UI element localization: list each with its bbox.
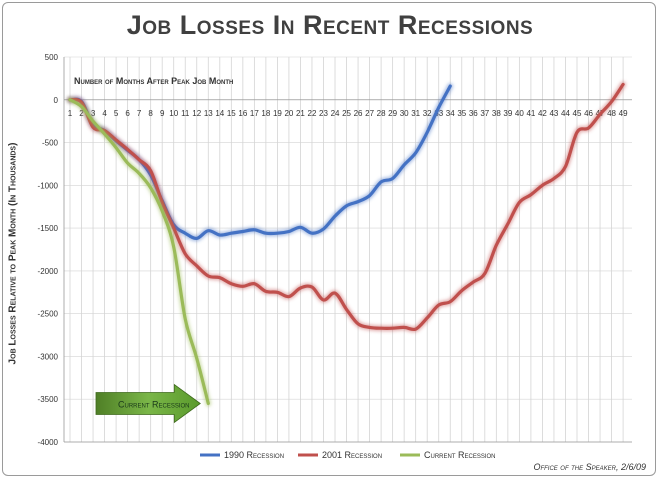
x-tick-label: 9	[160, 109, 165, 118]
y-tick-label: 500	[45, 53, 59, 62]
x-axis-label: Number of Months After Peak Job Month	[74, 76, 233, 86]
y-tick-label: -2000	[38, 267, 59, 276]
x-tick-label: 19	[273, 109, 282, 118]
y-tick-label: -1000	[38, 181, 59, 190]
x-tick-label: 3	[91, 109, 96, 118]
x-tick-label: 49	[619, 109, 628, 118]
x-tick-label: 24	[331, 109, 340, 118]
series-line-current-recession	[68, 98, 210, 406]
arrow-shape	[95, 383, 201, 424]
x-tick-label: 34	[446, 109, 455, 118]
x-tick-label: 15	[227, 109, 236, 118]
x-tick-label: 18	[261, 109, 270, 118]
x-tick-label: 43	[549, 109, 558, 118]
x-tick-label: 5	[114, 109, 119, 118]
x-tick-label: 27	[365, 109, 374, 118]
x-tick-label: 20	[284, 109, 293, 118]
y-tick-label: -3500	[38, 395, 59, 404]
x-tick-label: 42	[538, 109, 547, 118]
x-tick-label: 31	[411, 109, 420, 118]
series-lines	[67, 81, 627, 407]
series-line-2001-recession	[68, 82, 625, 332]
y-tick-label: 0	[54, 96, 59, 105]
x-tick-label: 46	[584, 109, 593, 118]
y-tick-label: -500	[42, 139, 59, 148]
x-tick-label: 23	[319, 109, 328, 118]
x-tick-label: 38	[492, 109, 501, 118]
x-tick-label: 11	[181, 109, 190, 118]
x-tick-label: 21	[296, 109, 305, 118]
x-tick-label: 2	[79, 109, 84, 118]
x-tick-label: 32	[423, 109, 432, 118]
y-tick-label: -2500	[38, 310, 59, 319]
x-tick-label: 28	[377, 109, 386, 118]
x-tick-label: 35	[457, 109, 466, 118]
x-tick-label: 29	[388, 109, 397, 118]
current-recession-arrow: Current Recession	[95, 383, 201, 424]
x-tick-label: 25	[342, 109, 351, 118]
x-tick-label: 17	[250, 109, 259, 118]
legend-label: 1990 Recession	[224, 450, 284, 460]
y-tick-label: -1500	[38, 224, 59, 233]
y-tick-label: -3000	[38, 352, 59, 361]
x-tick-label: 30	[400, 109, 409, 118]
x-tick-label: 6	[125, 109, 130, 118]
legend: 1990 Recession 2001 Recession Current Rece…	[200, 450, 496, 460]
x-tick-label: 44	[561, 109, 570, 118]
x-tick-label: 41	[526, 109, 535, 118]
x-tick-label: 16	[238, 109, 247, 118]
x-tick-label: 1	[68, 109, 73, 118]
x-tick-label: 14	[215, 109, 224, 118]
x-tick-label: 36	[469, 109, 478, 118]
grid-lines	[64, 56, 632, 443]
x-tick-label: 40	[515, 109, 524, 118]
x-tick-label: 45	[573, 109, 582, 118]
x-tick-label: 22	[308, 109, 317, 118]
x-tick-label: 39	[503, 109, 512, 118]
x-tick-label: 7	[137, 109, 142, 118]
x-tick-label: 4	[102, 109, 107, 118]
arrow-label: Current Recession	[118, 400, 190, 410]
legend-label: 2001 Recession	[322, 450, 382, 460]
source-note: Office of the Speaker, 2/6/09	[533, 462, 646, 472]
x-tick-label: 48	[607, 109, 616, 118]
x-tick-label: 26	[354, 109, 363, 118]
x-tick-label: 10	[169, 109, 178, 118]
x-tick-labels: 1 2 3 4 5 6 7 8 9 10 11 12 13 14 15 16 17 18 19 20 21 22 23 24 2…	[68, 109, 628, 118]
x-tick-label: 13	[204, 109, 213, 118]
x-tick-label: 8	[148, 109, 153, 118]
y-tick-labels: 500 0 -500 -1000 -1500 -2000 -2500 -3000 -3500 -4…	[38, 53, 59, 447]
axes	[63, 57, 632, 443]
y-tick-label: -4000	[38, 438, 59, 447]
x-tick-label: 12	[192, 109, 201, 118]
chart-title: Job Losses In Recent Recessions	[126, 10, 534, 40]
legend-label: Current Recession	[424, 450, 496, 460]
x-tick-label: 37	[480, 109, 489, 118]
